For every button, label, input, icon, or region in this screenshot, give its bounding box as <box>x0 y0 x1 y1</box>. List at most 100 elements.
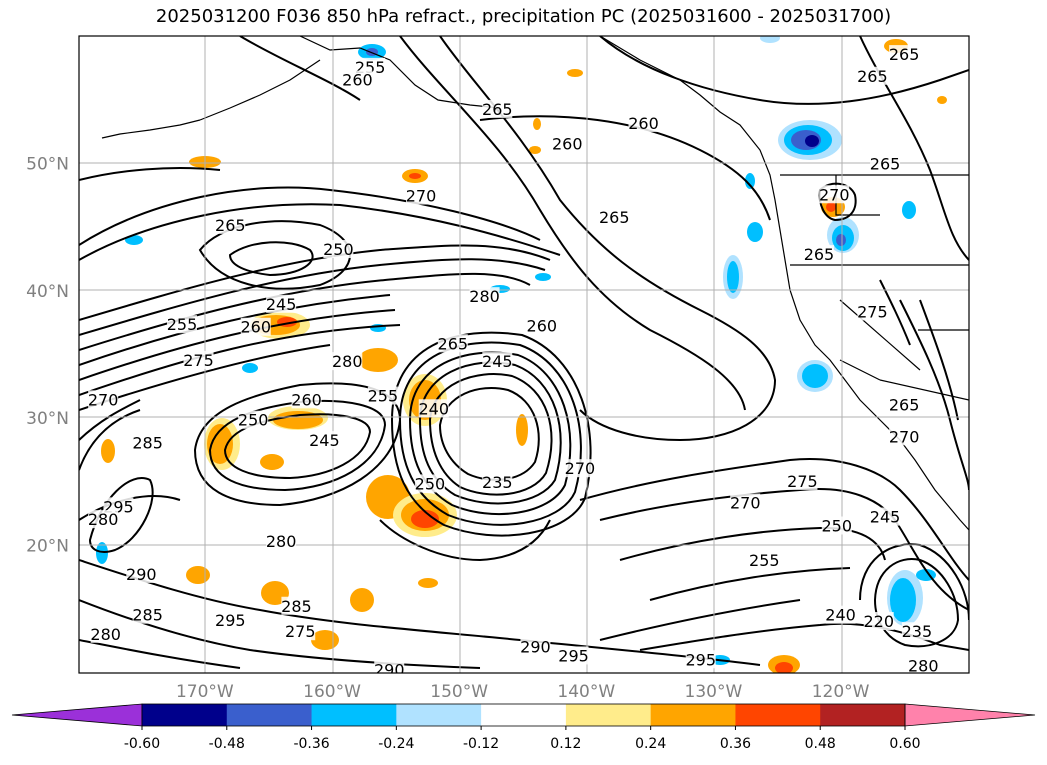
contour-label: 285 <box>132 434 163 453</box>
contour-label: 265 <box>215 216 246 235</box>
map-content: 255 260 265 265 265 260 260 265 270 270 265 265 250 2… <box>79 36 969 679</box>
contour-label-bg <box>482 473 513 492</box>
contour-label-bg <box>863 612 894 631</box>
colorbar-segment <box>396 704 482 726</box>
contour-label-bg <box>437 334 468 353</box>
contour-labels: 255 260 265 265 265 260 260 265 270 270 265 265 250 2… <box>88 45 939 679</box>
contour-label: 260 <box>628 114 659 133</box>
colorbar-tick-label: -0.60 <box>124 736 160 752</box>
contour-label: 270 <box>889 427 920 446</box>
contour-label-bg <box>132 605 163 624</box>
contour-label: 250 <box>821 516 852 535</box>
contour-label-bg <box>870 154 901 173</box>
contour-label: 255 <box>368 387 399 406</box>
contour-label: 265 <box>889 45 920 64</box>
longitude-tick-labels: 170°W 160°W 150°W 140°W 130°W 120°W <box>176 682 870 702</box>
contour-label-bg <box>520 637 551 656</box>
contour-label: 235 <box>482 473 513 492</box>
contour-label-bg <box>374 660 405 673</box>
contour-label: 250 <box>323 240 354 259</box>
contour-label-bg <box>564 459 595 478</box>
contour-label: 275 <box>857 302 888 321</box>
contour-label: 270 <box>565 459 596 478</box>
contour-label: 275 <box>285 622 316 641</box>
contour-label: 240 <box>825 606 856 625</box>
contour-label-bg <box>88 510 119 529</box>
contour-label: 275 <box>183 351 214 370</box>
contour-label-bg <box>238 410 269 429</box>
contour-label-bg <box>266 294 297 313</box>
longitude-label: 160°W <box>303 682 361 702</box>
colorbar-tick-label: 0.36 <box>720 736 751 752</box>
colorbar-tick-label: 0.12 <box>550 736 581 752</box>
contour-label: 260 <box>527 316 558 335</box>
contour-label-bg <box>240 317 271 336</box>
latitude-label: 20°N <box>26 537 69 557</box>
latitude-label: 40°N <box>26 282 69 302</box>
contour-label: 280 <box>332 352 363 371</box>
refractivity-contours <box>79 36 969 669</box>
colorbar-tick-label: -0.36 <box>293 736 329 752</box>
contour-label-bg <box>342 70 373 89</box>
contour-label-bg <box>787 471 818 490</box>
contour-label-bg <box>821 516 852 535</box>
contour-label-bg <box>803 245 834 264</box>
contour-label-bg <box>908 656 939 673</box>
colorbar-tick-label: 0.24 <box>635 736 666 752</box>
contour-label: 245 <box>870 508 901 527</box>
longitude-label: 130°W <box>685 682 743 702</box>
contour-label-bg <box>285 622 316 641</box>
contour-label-bg <box>183 350 214 369</box>
chart-title: 2025031200 F036 850 hPa refract., precip… <box>155 6 892 27</box>
contour-label: 280 <box>469 287 500 306</box>
colorbar-segment <box>481 704 567 726</box>
contour-label-bg <box>126 564 157 583</box>
longitude-label: 120°W <box>812 682 870 702</box>
contour-label-bg <box>414 474 445 493</box>
contour-label: 245 <box>266 295 297 314</box>
colorbar-tick-labels: -0.60 -0.48 -0.36 -0.24 -0.12 0.12 0.24 0.36 0.4… <box>124 726 921 752</box>
contour-label-bg <box>418 399 449 418</box>
colorbar-tick-label: -0.12 <box>463 736 499 752</box>
contour-label-bg <box>628 113 659 132</box>
contour-label-bg <box>552 134 583 153</box>
contour-label-bg <box>323 240 354 259</box>
latitude-label: 30°N <box>26 409 69 429</box>
contour-label-bg <box>730 493 761 512</box>
contour-label: 220 <box>863 612 894 631</box>
contour-label-bg <box>332 352 363 371</box>
contour-label: 235 <box>902 622 933 641</box>
contour-label: 290 <box>374 660 405 679</box>
contour-label: 240 <box>418 399 449 418</box>
colorbar-tick-label: 0.60 <box>889 736 920 752</box>
contour-label-bg <box>857 302 888 321</box>
longitude-label: 150°W <box>430 682 488 702</box>
contour-label: 295 <box>558 646 589 665</box>
contour-label: 265 <box>870 155 901 174</box>
contour-label: 265 <box>804 245 835 264</box>
contour-label: 270 <box>406 187 437 206</box>
contour-label: 285 <box>132 606 163 625</box>
precip-shading <box>96 36 947 673</box>
contour-label: 265 <box>599 208 630 227</box>
contour-label-bg <box>685 650 716 669</box>
colorbar <box>11 703 1036 727</box>
contour-label-bg <box>166 315 197 334</box>
contour-label: 270 <box>88 390 119 409</box>
contour-label: 260 <box>291 390 322 409</box>
colorbar-extend-low <box>11 703 143 727</box>
contour-label-bg <box>526 316 557 335</box>
contour-label: 270 <box>819 185 850 204</box>
contour-label: 250 <box>238 411 269 430</box>
colorbar-segment <box>735 704 821 726</box>
contour-label-bg <box>367 386 398 405</box>
longitude-label: 170°W <box>176 682 234 702</box>
contour-label-bg <box>291 390 322 409</box>
colorbar-segment <box>226 704 313 726</box>
colorbar-segment <box>142 704 228 726</box>
contour-label-bg <box>215 610 246 629</box>
contour-label-bg <box>857 66 888 85</box>
contour-label: 265 <box>889 395 920 414</box>
contour-label: 260 <box>240 318 271 337</box>
contour-label: 295 <box>215 611 246 630</box>
